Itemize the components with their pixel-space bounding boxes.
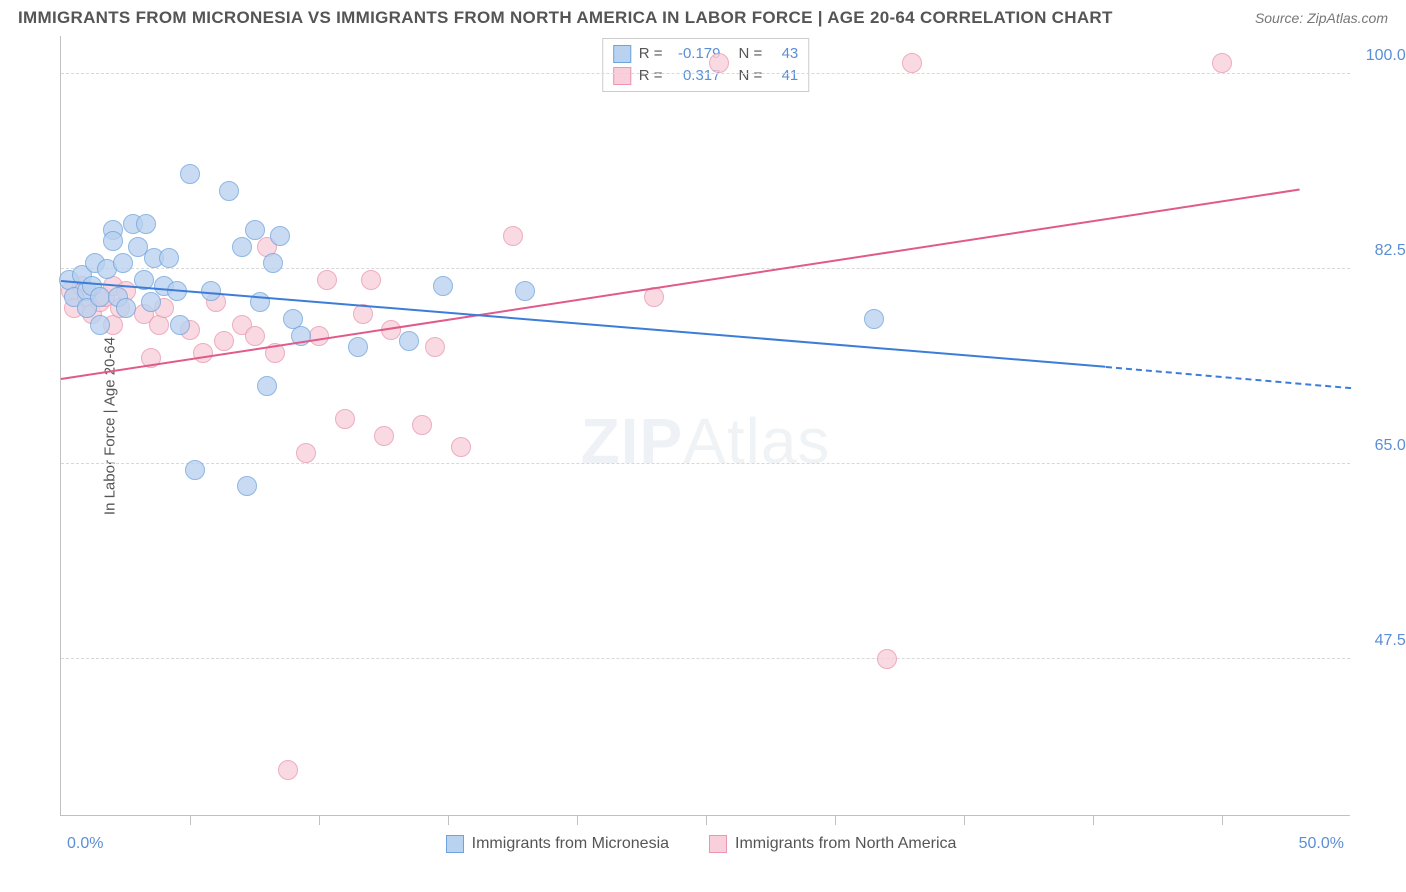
legend-swatch — [613, 45, 631, 63]
watermark: ZIPAtlas — [581, 404, 831, 478]
point-micronesia — [159, 248, 179, 268]
point-north-america — [709, 53, 729, 73]
point-micronesia — [103, 231, 123, 251]
x-tick — [577, 815, 578, 825]
point-north-america — [451, 437, 471, 457]
correlation-legend: R =-0.179N =43R =0.317N =41 — [602, 38, 810, 92]
series-legend-item: Immigrants from North America — [709, 835, 956, 853]
chart-title: IMMIGRANTS FROM MICRONESIA VS IMMIGRANTS… — [18, 8, 1113, 28]
x-tick — [835, 815, 836, 825]
x-tick — [1093, 815, 1094, 825]
point-micronesia — [90, 287, 110, 307]
series-legend-item: Immigrants from Micronesia — [446, 835, 669, 853]
point-micronesia — [170, 315, 190, 335]
point-north-america — [877, 649, 897, 669]
point-micronesia — [348, 337, 368, 357]
point-micronesia — [515, 281, 535, 301]
point-north-america — [425, 337, 445, 357]
point-north-america — [296, 443, 316, 463]
n-value: 41 — [770, 65, 798, 87]
point-north-america — [278, 760, 298, 780]
point-micronesia — [270, 226, 290, 246]
n-label: N = — [739, 65, 763, 87]
point-north-america — [214, 331, 234, 351]
point-micronesia — [185, 460, 205, 480]
point-micronesia — [237, 476, 257, 496]
point-micronesia — [864, 309, 884, 329]
point-north-america — [317, 270, 337, 290]
chart-container: ZIPAtlas In Labor Force | Age 20-64 R =-… — [60, 36, 1386, 816]
point-north-america — [374, 426, 394, 446]
point-north-america — [412, 415, 432, 435]
gridline — [61, 268, 1350, 269]
legend-row: R =0.317N =41 — [613, 65, 799, 87]
point-micronesia — [399, 331, 419, 351]
x-min-label: 0.0% — [67, 835, 103, 853]
gridline — [61, 73, 1350, 74]
legend-swatch — [613, 67, 631, 85]
point-north-america — [193, 343, 213, 363]
plot-area: ZIPAtlas In Labor Force | Age 20-64 R =-… — [60, 36, 1350, 816]
x-tick — [1222, 815, 1223, 825]
point-micronesia — [433, 276, 453, 296]
point-micronesia — [141, 292, 161, 312]
y-tick-label: 47.5% — [1375, 632, 1406, 650]
x-tick — [964, 815, 965, 825]
point-north-america — [902, 53, 922, 73]
point-micronesia — [257, 376, 277, 396]
point-micronesia — [219, 181, 239, 201]
point-north-america — [245, 326, 265, 346]
r-label: R = — [639, 65, 663, 87]
x-max-label: 50.0% — [1299, 835, 1344, 853]
y-tick-label: 82.5% — [1375, 242, 1406, 260]
gridline — [61, 658, 1350, 659]
n-label: N = — [739, 43, 763, 65]
x-tick — [190, 815, 191, 825]
x-tick — [319, 815, 320, 825]
point-micronesia — [116, 298, 136, 318]
watermark-rest: Atlas — [683, 405, 830, 477]
point-micronesia — [263, 253, 283, 273]
point-north-america — [335, 409, 355, 429]
point-north-america — [361, 270, 381, 290]
point-micronesia — [232, 237, 252, 257]
series-legend-label: Immigrants from North America — [735, 835, 956, 853]
y-tick-label: 100.0% — [1366, 47, 1406, 65]
point-micronesia — [136, 214, 156, 234]
x-tick — [448, 815, 449, 825]
watermark-bold: ZIP — [581, 405, 684, 477]
point-micronesia — [245, 220, 265, 240]
trendline-micronesia-extrapolated — [1106, 366, 1351, 389]
point-north-america — [1212, 53, 1232, 73]
point-micronesia — [90, 315, 110, 335]
point-micronesia — [113, 253, 133, 273]
gridline — [61, 463, 1350, 464]
legend-swatch — [709, 835, 727, 853]
point-micronesia — [180, 164, 200, 184]
y-axis-label: In Labor Force | Age 20-64 — [102, 336, 119, 514]
series-legend-label: Immigrants from Micronesia — [472, 835, 669, 853]
legend-swatch — [446, 835, 464, 853]
n-value: 43 — [770, 43, 798, 65]
source-label: Source: ZipAtlas.com — [1255, 10, 1388, 26]
trendline-north-america — [61, 189, 1300, 380]
y-tick-label: 65.0% — [1375, 437, 1406, 455]
point-north-america — [309, 326, 329, 346]
bottom-legend-bar: 0.0% Immigrants from Micronesia Immigrant… — [61, 835, 1350, 853]
point-north-america — [503, 226, 523, 246]
legend-row: R =-0.179N =43 — [613, 43, 799, 65]
x-tick — [706, 815, 707, 825]
r-label: R = — [639, 43, 663, 65]
